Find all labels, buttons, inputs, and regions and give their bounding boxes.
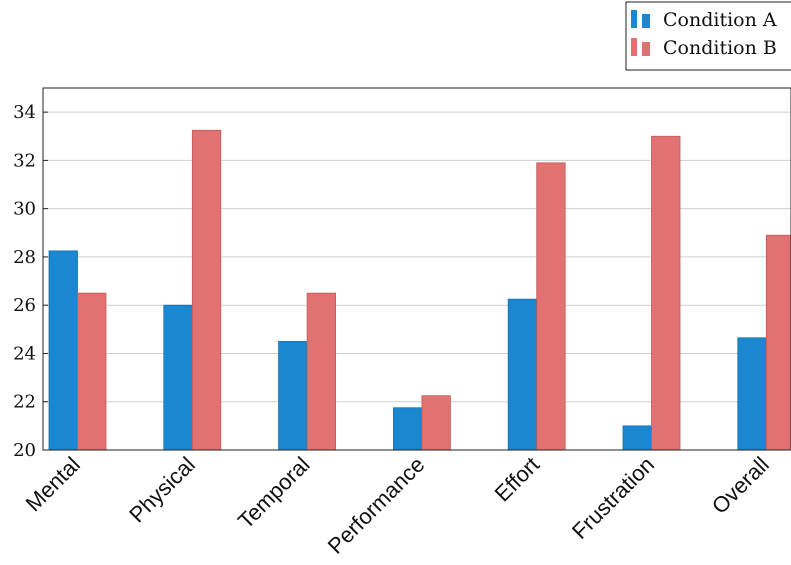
y-tick-label: 34: [13, 102, 36, 123]
y-axis-ticks: 20 22 24 26 28 30 32 34: [13, 102, 48, 461]
bar-condition-a-temporal: [278, 340, 308, 451]
legend-box: [625, 1, 791, 71]
y-tick-label: 30: [13, 199, 36, 220]
bar-condition-a-frustration: [622, 425, 652, 451]
y-tick-label: 26: [13, 295, 36, 316]
bar-condition-a-effort: [507, 298, 538, 451]
legend-label: Condition A: [663, 9, 777, 31]
legend-label: Condition B: [663, 37, 777, 59]
y-tick-label: 28: [13, 247, 36, 268]
x-tick-label: Performance: [323, 452, 430, 559]
bar-condition-b-mental: [77, 292, 107, 451]
legend-swatch: [631, 10, 637, 28]
bar-condition-b-performance: [421, 395, 451, 451]
bar-condition-b-overall: [765, 234, 791, 451]
bar-condition-b-effort: [536, 162, 566, 451]
bar-condition-a-physical: [163, 304, 193, 451]
y-tick-label: 32: [13, 150, 36, 171]
y-tick-label: 20: [13, 440, 36, 461]
bar-condition-a-overall: [737, 337, 767, 451]
legend-swatch: [642, 14, 650, 28]
x-tick-label: Effort: [490, 452, 545, 507]
bar-condition-b-physical: [191, 129, 222, 451]
x-axis-labels: Mental Physical Temporal Performance Effort F…: [21, 452, 774, 559]
bar-condition-b-frustration: [651, 135, 681, 451]
x-tick-label: Temporal: [233, 452, 315, 534]
legend: Condition A Condition B: [625, 1, 791, 71]
x-tick-label: Mental: [21, 452, 85, 516]
bar-condition-a-mental: [48, 250, 78, 451]
x-tick-label: Frustration: [567, 452, 659, 544]
x-tick-label: Overall: [707, 452, 774, 519]
legend-swatch: [642, 42, 650, 56]
y-tick-label: 24: [13, 343, 36, 364]
x-tick-label: Physical: [124, 452, 200, 528]
bar-condition-a-performance: [392, 407, 423, 451]
bar-condition-b-temporal: [306, 292, 337, 451]
bars: [48, 129, 791, 451]
legend-swatch: [631, 38, 637, 56]
plot-frame: [42, 87, 791, 451]
y-tick-label: 22: [13, 392, 36, 413]
